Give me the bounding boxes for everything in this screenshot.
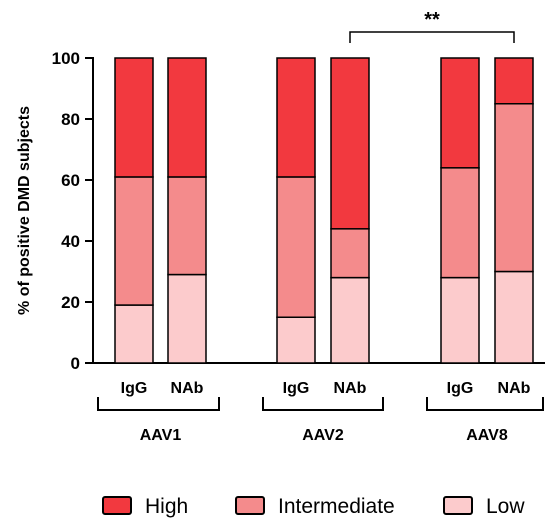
y-tick-label: 0 bbox=[71, 354, 80, 373]
bar-segment-aav8-nab-intermediate bbox=[494, 103, 534, 273]
group-bracket bbox=[97, 397, 220, 411]
bar-segment-aav8-igg-high bbox=[440, 57, 480, 169]
legend-swatch-intermediate bbox=[235, 496, 265, 515]
bar-segment-aav8-nab-high bbox=[494, 57, 534, 105]
bar-label-aav1-nab: NAb bbox=[171, 380, 204, 397]
bars bbox=[114, 57, 534, 364]
bar-segment-aav1-igg-low bbox=[114, 304, 154, 364]
legend-label-high: High bbox=[145, 495, 188, 518]
bar-segment-aav1-nab-intermediate bbox=[167, 176, 207, 276]
bar-segment-aav8-igg-intermediate bbox=[440, 167, 480, 279]
significance-label: ** bbox=[424, 9, 440, 31]
bar-segment-aav2-igg-intermediate bbox=[276, 176, 316, 318]
significance-bracket bbox=[349, 31, 515, 43]
legend-label-low: Low bbox=[486, 495, 525, 518]
bar-segment-aav1-igg-high bbox=[114, 57, 154, 178]
significance-annotation: ** bbox=[349, 9, 515, 43]
group-bracket bbox=[262, 397, 384, 411]
bar-label-aav2-igg: IgG bbox=[283, 380, 310, 397]
group-label-aav2: AAV2 bbox=[302, 427, 344, 444]
bar-segment-aav1-igg-intermediate bbox=[114, 176, 154, 306]
y-tick-label: 60 bbox=[61, 171, 80, 190]
group-label-aav1: AAV1 bbox=[140, 427, 182, 444]
category-labels: IgG NAb AAV1 IgG NAb AAV2 IgG NAb AAV8 bbox=[97, 380, 544, 444]
y-tick-label: 20 bbox=[61, 293, 80, 312]
bar-segment-aav2-nab-intermediate bbox=[330, 228, 370, 279]
y-axis-title: % of positive DMD subjects bbox=[16, 106, 33, 315]
bar-segment-aav8-nab-low bbox=[494, 270, 534, 364]
legend-swatch-high bbox=[102, 496, 132, 515]
bar-label-aav8-nab: NAb bbox=[498, 380, 531, 397]
legend-swatch-low bbox=[443, 496, 473, 515]
bar-segment-aav2-nab-low bbox=[330, 276, 370, 364]
bar-segment-aav8-igg-low bbox=[440, 276, 480, 364]
legend-label-intermediate: Intermediate bbox=[278, 495, 395, 518]
group-bracket bbox=[426, 397, 544, 411]
bar-segment-aav2-igg-high bbox=[276, 57, 316, 178]
y-tick-label: 80 bbox=[61, 110, 80, 129]
bar-segment-aav2-nab-high bbox=[330, 57, 370, 230]
legend: High Intermediate Low bbox=[102, 495, 525, 518]
bar-segment-aav1-nab-low bbox=[167, 273, 207, 364]
bar-label-aav8-igg: IgG bbox=[447, 380, 474, 397]
group-label-aav8: AAV8 bbox=[466, 427, 508, 444]
y-tick-label: 100 bbox=[52, 49, 80, 68]
bar-segment-aav1-nab-high bbox=[167, 57, 207, 178]
bar-segment-aav2-igg-low bbox=[276, 316, 316, 364]
bar-label-aav1-igg: IgG bbox=[121, 380, 148, 397]
bar-label-aav2-nab: NAb bbox=[334, 380, 367, 397]
y-tick-label: 40 bbox=[61, 232, 80, 251]
